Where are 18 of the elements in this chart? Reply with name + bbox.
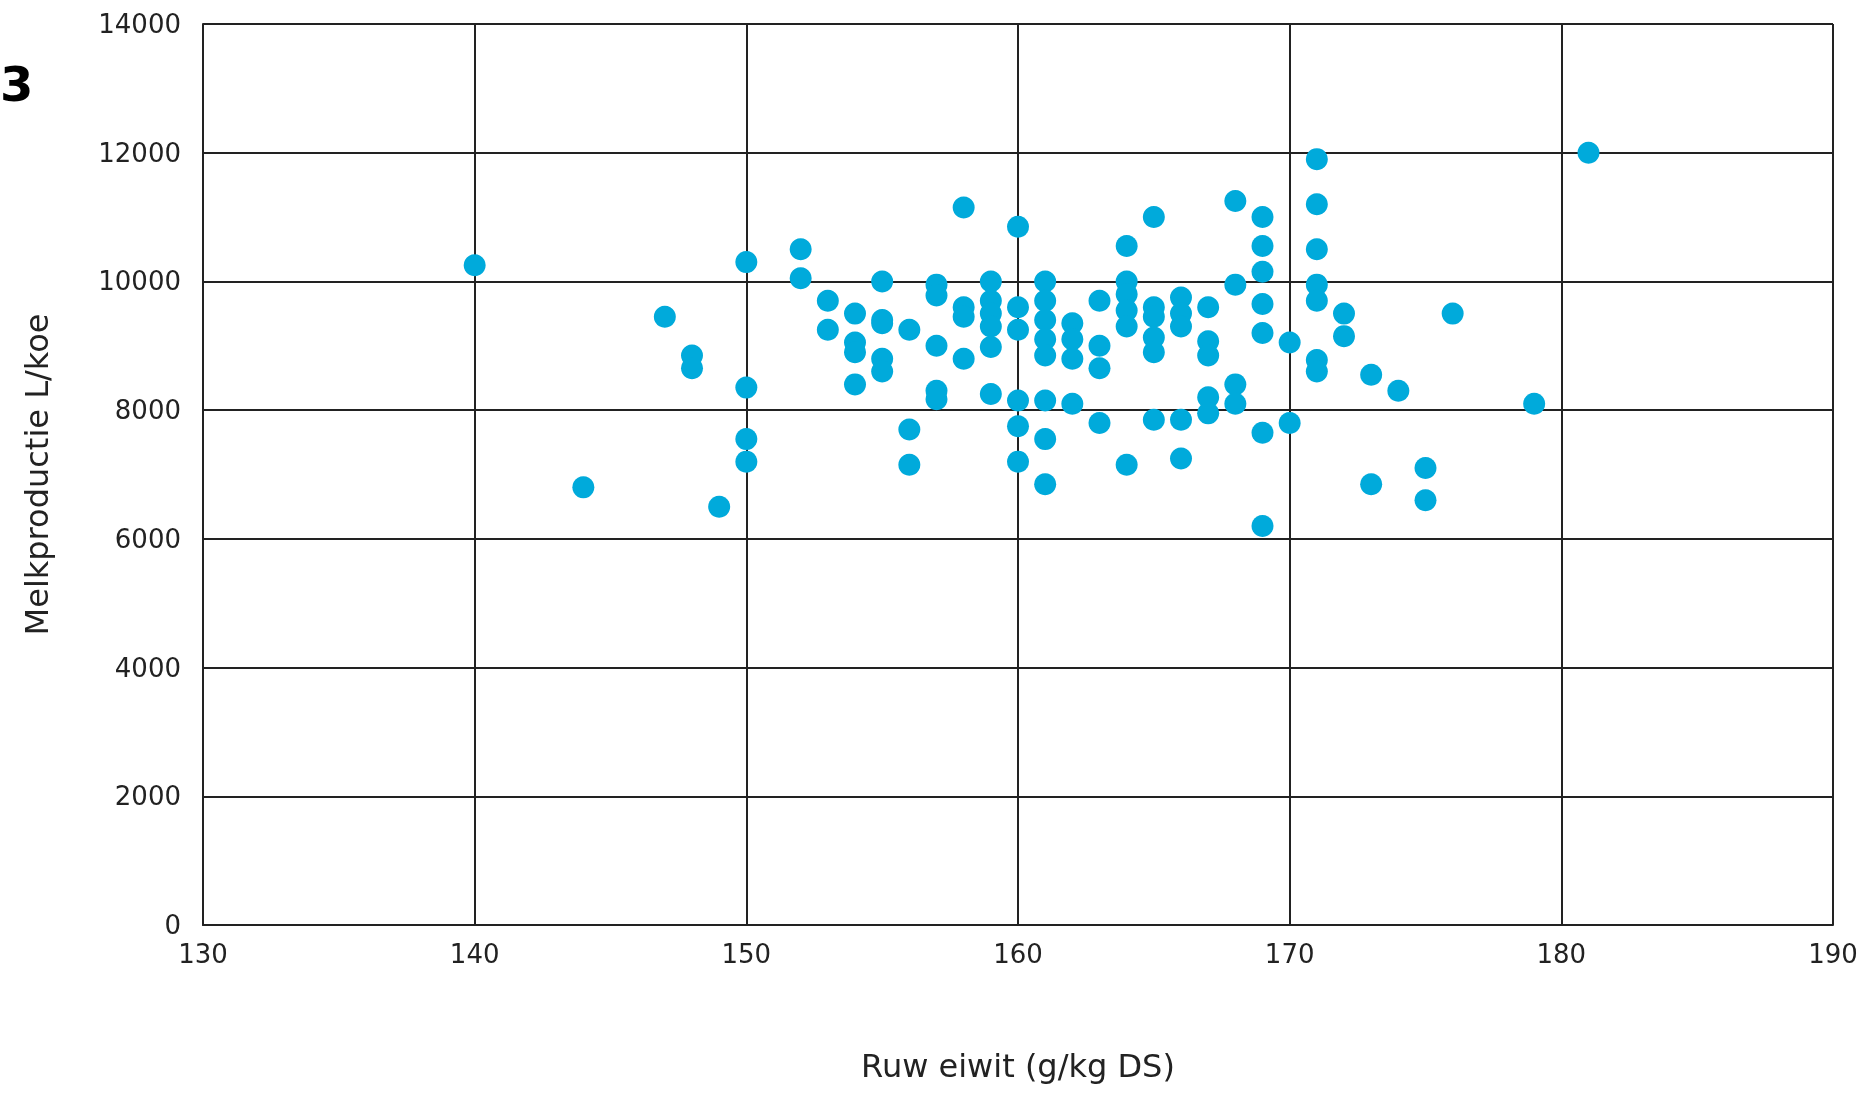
x-axis-title: Ruw eiwit (g/kg DS) <box>861 1047 1175 1085</box>
y-tick-label: 2000 <box>114 781 181 812</box>
y-tick-label: 14000 <box>98 9 181 39</box>
y-tick-label: 10000 <box>98 266 181 297</box>
x-tick-label: 180 <box>1536 939 1587 969</box>
y-tick-label: 6000 <box>114 523 181 554</box>
x-tick-label: 130 <box>178 939 228 969</box>
y-tick-label: 0 <box>164 910 181 940</box>
y-tick-label: 8000 <box>114 395 181 426</box>
x-tick-label: 160 <box>993 939 1043 969</box>
x-tick-label: 170 <box>1264 939 1315 969</box>
x-tick-label: 140 <box>449 939 500 969</box>
y-axis-title: Melkproductie L/koe <box>18 313 56 636</box>
x-tick-label: 150 <box>721 939 772 969</box>
x-tick-label: 190 <box>1808 939 1858 969</box>
text: 3 <box>0 56 34 112</box>
y-tick-label: 12000 <box>98 137 181 168</box>
y-tick-label: 4000 <box>114 652 181 683</box>
